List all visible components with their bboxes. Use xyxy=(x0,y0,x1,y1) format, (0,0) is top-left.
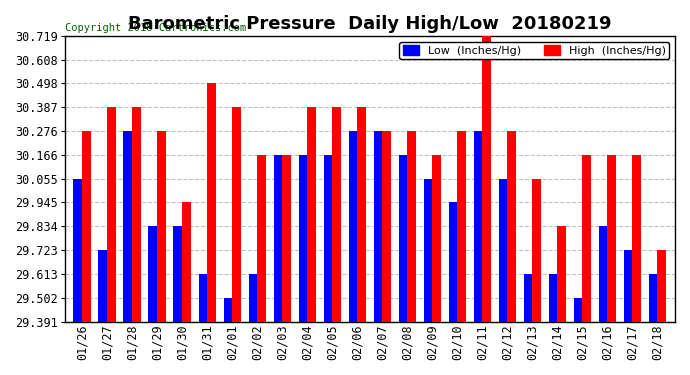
Bar xyxy=(82,131,91,322)
Bar xyxy=(199,274,207,322)
Bar xyxy=(257,155,266,322)
Bar xyxy=(248,274,257,322)
Bar xyxy=(99,250,107,322)
Title: Barometric Pressure  Daily High/Low  20180219: Barometric Pressure Daily High/Low 20180… xyxy=(128,15,611,33)
Bar xyxy=(582,155,591,322)
Bar xyxy=(382,131,391,322)
Bar xyxy=(124,131,132,322)
Bar xyxy=(73,179,82,322)
Bar xyxy=(482,36,491,322)
Bar xyxy=(448,202,457,322)
Bar xyxy=(624,250,633,322)
Bar xyxy=(348,131,357,322)
Bar xyxy=(549,274,558,322)
Bar xyxy=(399,155,407,322)
Bar xyxy=(173,226,182,322)
Bar xyxy=(233,107,241,322)
Bar xyxy=(457,131,466,322)
Bar xyxy=(132,107,141,322)
Bar xyxy=(148,226,157,322)
Bar xyxy=(424,179,433,322)
Bar xyxy=(333,107,341,322)
Bar xyxy=(157,131,166,322)
Bar xyxy=(224,298,233,322)
Bar xyxy=(599,226,607,322)
Bar xyxy=(407,131,416,322)
Bar xyxy=(573,298,582,322)
Legend: Low  (Inches/Hg), High  (Inches/Hg): Low (Inches/Hg), High (Inches/Hg) xyxy=(400,42,669,59)
Bar xyxy=(658,250,667,322)
Bar xyxy=(507,131,516,322)
Bar xyxy=(433,155,441,322)
Bar xyxy=(299,155,307,322)
Bar xyxy=(273,155,282,322)
Bar xyxy=(499,179,507,322)
Bar xyxy=(533,179,541,322)
Bar xyxy=(607,155,616,322)
Bar xyxy=(182,202,191,322)
Bar xyxy=(524,274,533,322)
Bar xyxy=(324,155,333,322)
Bar xyxy=(282,155,291,322)
Bar xyxy=(649,274,658,322)
Bar xyxy=(473,131,482,322)
Text: Copyright 2018 Cartronics.com: Copyright 2018 Cartronics.com xyxy=(65,23,246,33)
Bar xyxy=(307,107,316,322)
Bar xyxy=(357,107,366,322)
Bar xyxy=(207,84,216,322)
Bar xyxy=(633,155,641,322)
Bar xyxy=(107,107,116,322)
Bar xyxy=(373,131,382,322)
Bar xyxy=(558,226,566,322)
